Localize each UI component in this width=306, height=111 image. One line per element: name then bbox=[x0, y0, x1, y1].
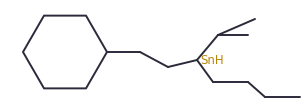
Text: SnH: SnH bbox=[200, 54, 224, 66]
